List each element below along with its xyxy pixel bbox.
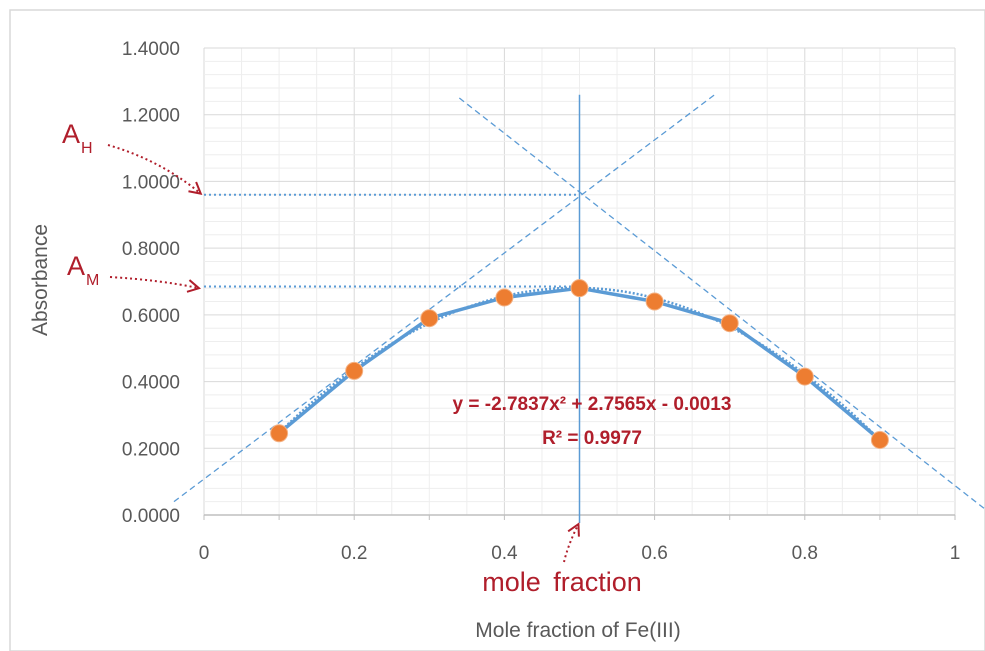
a-m-arrow	[109, 276, 198, 288]
data-point	[870, 430, 889, 449]
y-tick-label: 0.6000	[122, 306, 180, 327]
x-tick-label: 0	[199, 543, 210, 564]
x-axis-title: Mole fraction of Fe(III)	[475, 619, 680, 642]
a-h-arrow	[107, 144, 200, 193]
x-tick-label: 0.8	[792, 543, 818, 564]
mole-word: mole	[482, 567, 541, 597]
a-h-subscript: H	[81, 140, 93, 157]
fraction-word: fraction	[553, 567, 642, 597]
trendline-r-squared: R² = 0.9977	[542, 428, 642, 449]
x-tick-label: 0.2	[341, 543, 367, 564]
mole-fraction-label: mole fraction	[482, 567, 642, 597]
annotation-a-m: A M	[67, 251, 198, 289]
y-tick-label: 0.0000	[122, 506, 180, 527]
a-m-label: A	[67, 251, 85, 281]
guides	[173, 94, 985, 523]
data-point	[345, 361, 364, 380]
a-h-label: A	[62, 119, 80, 149]
data-point	[270, 424, 289, 443]
annotation-mole-fraction: mole fraction	[482, 525, 642, 597]
x-tick-label: 0.6	[641, 543, 667, 564]
tick-labels: 0 0.2 0.4 0.6 0.8 1 0.0000 0.2000 0.4000 0.6000 0.…	[122, 39, 960, 564]
right-tangent-line	[458, 97, 985, 510]
data-point	[570, 279, 589, 298]
chart-frame	[9, 9, 985, 651]
annotation-a-h: A H	[62, 119, 200, 193]
y-tick-label: 1.2000	[122, 106, 180, 127]
data-point	[720, 314, 739, 333]
mole-fraction-arrow	[563, 525, 578, 563]
y-tick-label: 0.8000	[122, 239, 180, 260]
y-tick-label: 1.4000	[122, 39, 180, 60]
x-tick-label: 1	[950, 543, 961, 564]
y-tick-label: 1.0000	[122, 172, 180, 193]
y-tick-label: 0.2000	[122, 439, 180, 460]
a-m-subscript: M	[86, 272, 99, 289]
left-tangent-line	[173, 94, 716, 503]
y-axis-title: Absorbance	[29, 224, 52, 336]
data-point	[420, 309, 439, 328]
data-points	[270, 279, 889, 449]
trendline-equation: y = -2.7837x² + 2.7565x - 0.0013	[453, 394, 732, 415]
y-tick-label: 0.4000	[122, 373, 180, 394]
x-tick-label: 0.4	[491, 543, 518, 564]
data-point	[795, 367, 814, 386]
data-point	[495, 288, 514, 307]
data-point	[645, 292, 664, 311]
